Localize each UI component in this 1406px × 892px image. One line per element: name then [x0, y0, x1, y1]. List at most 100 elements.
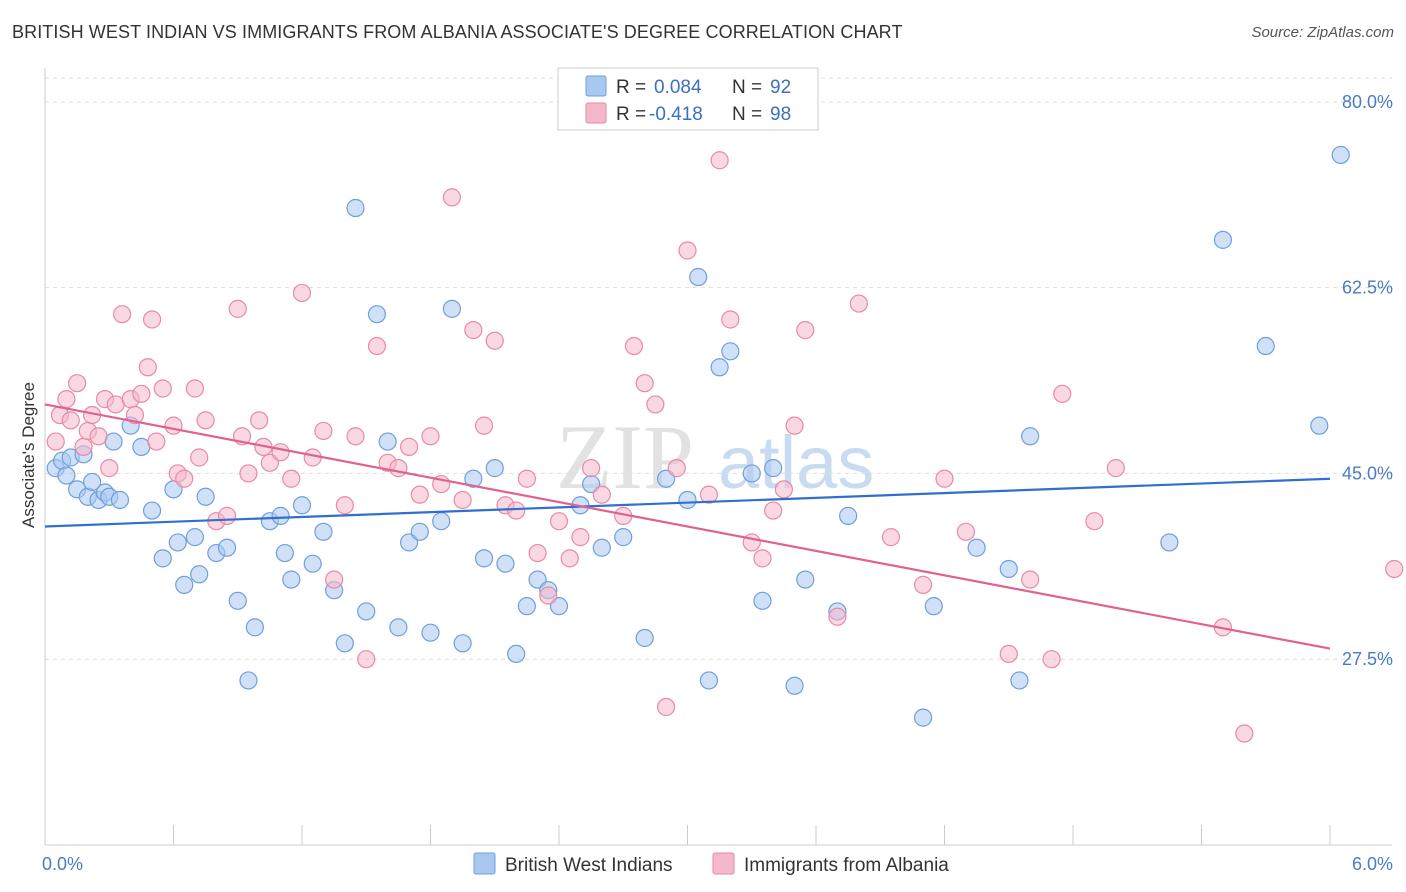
y-tick-label: 80.0%: [1342, 92, 1393, 112]
legend-n-label-2: N =: [732, 104, 762, 125]
point-british-west-indians: [292, 496, 312, 515]
point-immigrants-from-albania: [399, 437, 419, 456]
point-british-west-indians: [432, 512, 451, 531]
point-immigrants-from-albania: [549, 512, 569, 531]
point-british-west-indians: [592, 538, 611, 557]
point-immigrants-from-albania: [528, 543, 547, 563]
point-british-west-indians: [924, 597, 943, 616]
point-immigrants-from-albania: [175, 469, 194, 488]
point-british-west-indians: [913, 708, 933, 727]
point-immigrants-from-albania: [190, 448, 209, 467]
point-immigrants-from-albania: [753, 549, 772, 568]
point-immigrants-from-albania: [147, 432, 166, 451]
point-immigrants-from-albania: [410, 485, 429, 504]
point-immigrants-from-albania: [999, 644, 1018, 664]
point-british-west-indians: [753, 591, 772, 610]
point-british-west-indians: [153, 549, 172, 568]
bottom-legend-swatch-pink: [712, 852, 735, 875]
bottom-legend-label-blue: British West Indians: [505, 855, 673, 876]
point-british-west-indians: [1010, 671, 1029, 690]
point-immigrants-from-albania: [282, 469, 301, 488]
point-immigrants-from-albania: [421, 427, 440, 446]
point-british-west-indians: [699, 671, 719, 690]
point-british-west-indians: [442, 299, 462, 318]
point-immigrants-from-albania: [485, 331, 504, 350]
point-immigrants-from-albania: [1085, 512, 1104, 531]
point-british-west-indians: [796, 570, 815, 589]
point-immigrants-from-albania: [656, 697, 676, 717]
point-british-west-indians: [517, 597, 536, 616]
point-immigrants-from-albania: [678, 241, 697, 260]
bottom-legend-swatch-blue: [473, 852, 496, 875]
point-british-west-indians: [764, 459, 783, 478]
point-british-west-indians: [282, 570, 301, 589]
trend-line-british-west-indians: [44, 477, 1331, 528]
legend-swatch-pink: [585, 102, 607, 124]
x-tick-label-end: 6.0%: [1352, 854, 1393, 874]
point-british-west-indians: [839, 506, 858, 525]
point-british-west-indians: [314, 522, 333, 541]
bottom-legend-label-pink: Immigrants from Albania: [744, 855, 949, 876]
point-immigrants-from-albania: [1053, 384, 1072, 403]
point-british-west-indians: [1331, 145, 1350, 165]
point-immigrants-from-albania: [89, 427, 108, 446]
point-immigrants-from-albania: [57, 390, 76, 409]
legend-r-value-2: -0.418: [649, 104, 703, 125]
point-immigrants-from-albania: [1235, 724, 1254, 743]
point-immigrants-from-albania: [142, 310, 162, 329]
point-british-west-indians: [357, 602, 376, 621]
point-british-west-indians: [1213, 230, 1233, 249]
bottom-legend: British West Indians Immigrants from Alb…: [473, 852, 949, 876]
legend-n-value-1: 92: [770, 77, 791, 98]
legend: R = 0.084 N = 92 R = -0.418 N = 98: [557, 67, 819, 131]
point-immigrants-from-albania: [74, 437, 93, 456]
point-british-west-indians: [1256, 336, 1275, 356]
point-immigrants-from-albania: [721, 310, 740, 329]
y-tick-label: 62.5%: [1342, 278, 1393, 298]
point-immigrants-from-albania: [1042, 650, 1061, 669]
point-immigrants-from-albania: [389, 459, 408, 478]
point-immigrants-from-albania: [571, 528, 590, 547]
point-british-west-indians: [1310, 416, 1329, 435]
x-tick-labels: 0.0% 6.0%: [42, 854, 1393, 874]
point-immigrants-from-albania: [1385, 559, 1404, 579]
point-immigrants-from-albania: [592, 485, 611, 504]
point-british-west-indians: [168, 533, 187, 552]
legend-r-value-1: 0.084: [654, 77, 702, 98]
point-immigrants-from-albania: [624, 336, 644, 356]
y-axis-title: Associate's Degree: [19, 382, 38, 528]
series-immigrants-from-albania: [46, 151, 1404, 743]
point-immigrants-from-albania: [474, 416, 494, 435]
point-immigrants-from-albania: [138, 358, 157, 377]
point-immigrants-from-albania: [764, 501, 783, 520]
legend-r-label-2: R =: [616, 104, 646, 125]
point-british-west-indians: [785, 676, 804, 695]
point-british-west-indians: [678, 490, 697, 510]
point-british-west-indians: [303, 554, 322, 573]
point-british-west-indians: [474, 549, 494, 568]
point-immigrants-from-albania: [217, 506, 237, 525]
point-british-west-indians: [335, 634, 354, 653]
point-immigrants-from-albania: [112, 305, 132, 324]
watermark: ZIP atlas: [556, 406, 874, 508]
point-british-west-indians: [239, 671, 258, 690]
point-british-west-indians: [346, 198, 365, 218]
point-immigrants-from-albania: [228, 299, 247, 318]
point-immigrants-from-albania: [442, 188, 462, 207]
point-british-west-indians: [635, 628, 654, 648]
point-british-west-indians: [999, 559, 1018, 579]
point-immigrants-from-albania: [132, 384, 151, 403]
point-immigrants-from-albania: [710, 151, 729, 170]
y-tick-label: 27.5%: [1342, 649, 1393, 669]
point-immigrants-from-albania: [828, 607, 847, 626]
point-british-west-indians: [175, 575, 194, 594]
point-british-west-indians: [453, 634, 472, 653]
point-immigrants-from-albania: [935, 469, 954, 488]
point-immigrants-from-albania: [1106, 459, 1125, 478]
point-british-west-indians: [464, 469, 483, 488]
point-immigrants-from-albania: [539, 586, 558, 605]
axes: [44, 68, 1392, 846]
trend-line-immigrants-from-albania: [44, 403, 1331, 650]
point-british-west-indians: [217, 538, 237, 557]
